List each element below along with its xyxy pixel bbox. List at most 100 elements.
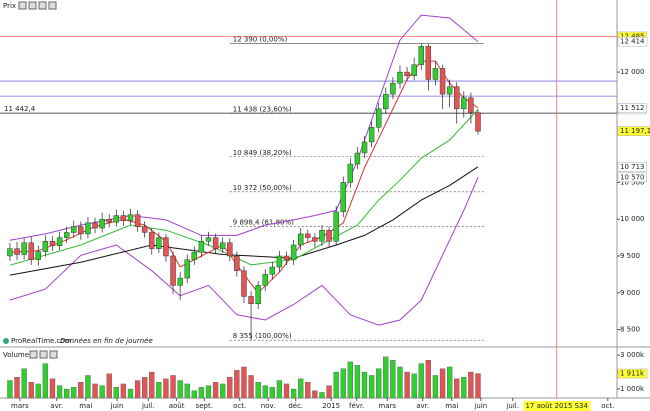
candle-body	[205, 237, 212, 242]
volume-bar	[312, 390, 318, 399]
volume-bar	[113, 387, 119, 399]
candle-body	[255, 285, 261, 305]
volume-bar	[475, 373, 481, 399]
icon[interactable]	[28, 1, 37, 10]
volume-bar	[220, 383, 226, 399]
candle-body	[461, 97, 467, 110]
candle-body	[404, 71, 410, 76]
price-label-bg	[617, 162, 647, 172]
candle-body	[241, 270, 247, 297]
y-tick-label: 10 500	[620, 178, 645, 186]
x-tick-label: 2015	[322, 402, 340, 410]
icon[interactable]	[29, 350, 38, 359]
price-label: 12 485	[620, 32, 645, 40]
candle-body	[390, 82, 396, 95]
icon[interactable]	[38, 1, 47, 10]
candle-body	[340, 182, 346, 213]
volume-bar	[28, 382, 34, 399]
x-tick-label: juin	[110, 402, 124, 410]
logo	[3, 338, 9, 344]
icon[interactable]	[39, 350, 48, 359]
candle-body	[141, 226, 148, 233]
candle-body	[7, 248, 13, 257]
candle-body	[198, 241, 205, 253]
candle-body	[78, 226, 84, 235]
icon[interactable]	[49, 350, 58, 359]
x-tick-label: mai	[445, 402, 458, 410]
x-tick-label: déc.	[288, 402, 303, 410]
price-label-bg	[617, 172, 647, 183]
line-label: 11 442,4	[4, 105, 36, 113]
volume-bar	[234, 370, 240, 399]
candle-body	[227, 242, 233, 257]
volume-bar	[432, 375, 439, 399]
x-tick-label: mai	[79, 402, 92, 410]
candle-body	[163, 237, 169, 257]
candle-body	[191, 252, 198, 260]
volume-bar	[255, 382, 261, 399]
y-tick-label: 12 000	[620, 68, 645, 76]
fib-label: 8 355 (100,00%)	[233, 332, 292, 340]
candle-body	[425, 46, 432, 80]
y-tick-label: 9 000	[620, 289, 640, 297]
volume-bar	[64, 388, 70, 399]
candle-body	[184, 259, 190, 279]
candle-body	[333, 211, 339, 242]
volume-bar	[446, 366, 453, 399]
x-tick-label: oct.	[233, 402, 246, 410]
volume-bar	[170, 375, 176, 399]
candle-body	[468, 97, 474, 113]
volume-bar	[326, 385, 332, 399]
candle-body	[106, 219, 112, 223]
candle-body	[35, 251, 41, 260]
volume-bar	[368, 375, 375, 399]
volume-bar	[390, 360, 396, 399]
volume-bar	[468, 371, 474, 399]
volume-bar	[99, 385, 105, 399]
volume-bar	[71, 387, 77, 399]
volume-bar	[305, 382, 311, 399]
fib-label: 10 372 (50,00%)	[233, 184, 292, 192]
candle-body	[276, 255, 283, 268]
volume-bar	[248, 375, 254, 399]
candle-body	[411, 64, 417, 76]
x-tick-label: mars	[378, 402, 396, 410]
price-label: 10 570	[620, 173, 645, 181]
candle-body	[28, 242, 34, 260]
fib-label: 9 898,4 (61,80%)	[233, 219, 294, 227]
volume-bar	[425, 360, 432, 399]
volume-bar	[142, 376, 148, 399]
candle-body	[383, 93, 389, 110]
candle-body	[134, 214, 141, 227]
volume-bar	[376, 368, 382, 399]
volume-bar	[198, 387, 205, 399]
icon[interactable]	[18, 1, 27, 10]
candle-body	[312, 237, 318, 242]
candle-body	[71, 226, 77, 233]
volume-bar	[418, 363, 424, 399]
x-tick-label: juil.	[505, 402, 519, 410]
volume-bar	[262, 385, 268, 399]
volume-bar	[298, 378, 304, 399]
price-label-bg	[617, 36, 648, 47]
candle-body	[14, 248, 20, 255]
indicator-line	[9, 177, 479, 326]
candle-body	[305, 233, 311, 238]
candle-body	[319, 230, 325, 242]
x-tick-label: oct.	[601, 402, 614, 410]
toolbar: Prix Volume ProRealTime.com Données en f…	[3, 1, 153, 359]
volume-bar	[78, 382, 84, 399]
candle-body	[177, 277, 183, 286]
volume-bar	[191, 390, 197, 399]
volume-bar	[14, 376, 20, 399]
candle-body	[21, 242, 27, 255]
candle-body	[170, 255, 176, 286]
icon[interactable]	[48, 1, 57, 10]
volume-bar	[383, 356, 389, 399]
x-tick-label: sept.	[196, 402, 213, 410]
price-label-bg	[617, 103, 647, 113]
volume-bar	[347, 361, 353, 399]
volume-bar	[85, 375, 91, 399]
candle-body	[212, 237, 219, 249]
